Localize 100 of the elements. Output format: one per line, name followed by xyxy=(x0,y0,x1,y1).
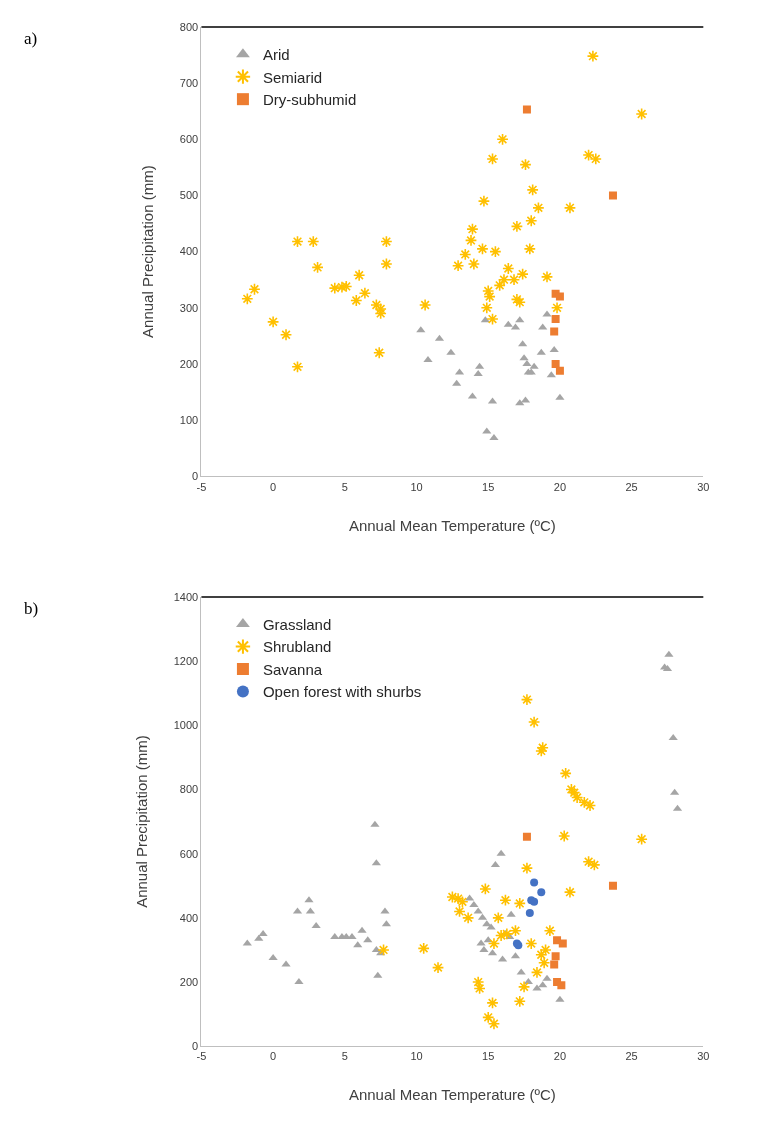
point xyxy=(486,996,499,1010)
point xyxy=(307,235,320,248)
point xyxy=(537,956,551,969)
point xyxy=(330,933,340,940)
point xyxy=(520,861,534,875)
point xyxy=(475,362,485,369)
point xyxy=(608,191,617,200)
point xyxy=(258,929,268,936)
point xyxy=(483,290,496,303)
point xyxy=(525,937,538,950)
legend-label: Open forest with shurbs xyxy=(262,683,422,701)
point xyxy=(373,971,383,978)
point xyxy=(558,829,571,843)
x-tick-label: 10 xyxy=(410,480,423,493)
point xyxy=(453,905,466,918)
legend-label: Arid xyxy=(262,46,290,64)
point xyxy=(557,981,566,990)
point xyxy=(551,952,560,961)
point xyxy=(486,312,499,326)
point xyxy=(555,292,564,301)
point xyxy=(370,298,383,312)
x-axis-title: Annual Mean Temperature (ºC) xyxy=(348,1086,556,1104)
x-axis-title: Annual Mean Temperature (ºC) xyxy=(348,516,556,534)
point xyxy=(513,897,526,910)
point xyxy=(357,926,367,933)
legend-label: Dry-subhumid xyxy=(262,91,357,109)
point xyxy=(417,942,430,955)
point xyxy=(535,744,548,758)
x-tick-label: 30 xyxy=(697,480,710,493)
legend-label: Shrubland xyxy=(262,638,332,656)
point xyxy=(248,283,261,296)
y-tick-label: 400 xyxy=(179,245,199,258)
point xyxy=(542,310,552,317)
point xyxy=(506,910,516,917)
point xyxy=(670,788,680,795)
point xyxy=(371,859,381,866)
point xyxy=(516,267,529,281)
text: a) xyxy=(24,29,38,48)
point xyxy=(466,222,479,236)
point xyxy=(558,939,567,948)
point xyxy=(535,948,548,961)
point xyxy=(543,924,557,937)
point xyxy=(373,346,386,359)
point xyxy=(311,261,324,274)
point xyxy=(551,359,560,368)
y-axis-title: Annual Precipitation (mm) xyxy=(132,735,150,908)
x-tick-label: 20 xyxy=(553,480,567,493)
point xyxy=(550,327,559,336)
point xyxy=(370,820,380,827)
y-tick-label: 600 xyxy=(179,847,199,860)
y-axis-title: Annual Precipitation (mm) xyxy=(139,165,157,338)
point xyxy=(358,287,372,300)
point xyxy=(499,894,512,907)
point xyxy=(668,734,678,741)
x-tick-label: 0 xyxy=(270,1050,277,1063)
point xyxy=(555,393,565,400)
point xyxy=(539,943,552,957)
point xyxy=(522,832,531,841)
x-tick-label: -5 xyxy=(196,1050,207,1063)
point xyxy=(551,315,560,324)
y-tick-label: 500 xyxy=(179,189,199,202)
y-tick-label: 100 xyxy=(179,414,199,426)
point xyxy=(563,885,577,899)
point xyxy=(530,966,544,979)
point xyxy=(418,298,432,312)
point xyxy=(350,294,363,307)
point xyxy=(487,937,501,950)
point xyxy=(431,961,445,974)
point xyxy=(464,234,478,247)
point xyxy=(500,927,514,941)
point xyxy=(241,292,254,306)
point xyxy=(489,245,502,258)
point xyxy=(608,881,617,890)
point xyxy=(540,270,554,284)
point xyxy=(493,279,506,292)
point xyxy=(555,995,565,1002)
x-tick-label: 25 xyxy=(625,1050,638,1063)
x-tick-label: 5 xyxy=(341,480,348,493)
point xyxy=(304,896,314,903)
point xyxy=(563,201,577,215)
point xyxy=(529,362,539,369)
point xyxy=(635,833,648,846)
point xyxy=(311,921,321,928)
point xyxy=(451,259,465,272)
point xyxy=(459,248,472,261)
point xyxy=(507,273,521,286)
x-tick-label: 10 xyxy=(410,1050,423,1063)
point xyxy=(469,901,479,908)
point xyxy=(254,934,264,941)
point xyxy=(510,220,524,233)
point xyxy=(489,434,499,441)
point xyxy=(492,911,505,925)
point xyxy=(467,257,481,271)
y-tick-label: 0 xyxy=(192,1040,199,1053)
point xyxy=(496,133,509,146)
point xyxy=(550,301,564,315)
point xyxy=(494,929,508,942)
y-tick-label: 1000 xyxy=(173,719,199,732)
point xyxy=(242,939,252,946)
point xyxy=(377,943,390,957)
